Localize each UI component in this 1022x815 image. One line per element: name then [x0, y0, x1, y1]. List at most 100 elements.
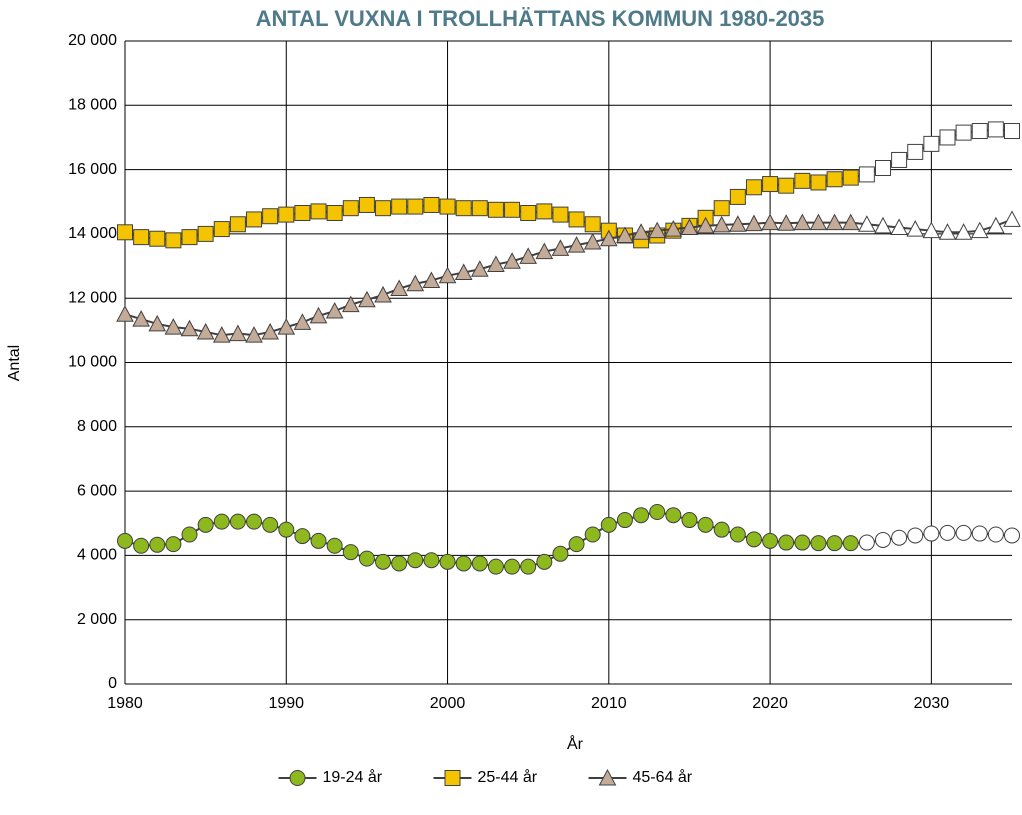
marker — [987, 216, 1005, 234]
marker — [520, 558, 537, 575]
marker — [777, 214, 796, 231]
marker — [229, 216, 246, 233]
y-axis-label: Antal — [6, 345, 23, 381]
marker — [455, 200, 472, 217]
marker — [180, 319, 199, 337]
marker — [616, 512, 633, 529]
marker — [826, 535, 843, 552]
marker — [520, 205, 537, 222]
marker — [955, 524, 972, 541]
marker — [341, 295, 360, 313]
marker — [858, 166, 875, 183]
marker — [310, 203, 327, 220]
marker — [278, 521, 295, 538]
marker — [293, 313, 312, 330]
marker — [810, 535, 827, 552]
marker — [439, 198, 456, 215]
marker — [181, 229, 198, 246]
marker — [390, 279, 408, 297]
marker — [810, 174, 827, 191]
marker — [778, 534, 795, 551]
marker — [568, 211, 585, 228]
x-tick-label: 2020 — [752, 695, 788, 712]
y-tick-label: 0 — [108, 675, 117, 692]
marker — [277, 318, 296, 335]
marker — [584, 526, 601, 543]
marker — [583, 232, 602, 250]
marker — [809, 213, 828, 231]
marker — [229, 324, 247, 342]
marker — [971, 123, 988, 140]
marker — [922, 221, 941, 239]
marker — [584, 216, 601, 233]
legend-label: 19-24 år — [323, 768, 383, 786]
marker — [632, 223, 650, 240]
marker — [955, 124, 972, 141]
y-tick-label: 16 000 — [68, 161, 117, 178]
marker — [358, 290, 376, 308]
marker — [181, 526, 198, 543]
marker — [294, 528, 311, 545]
marker — [939, 129, 956, 146]
marker — [148, 314, 167, 332]
marker — [423, 196, 440, 213]
marker — [519, 247, 538, 264]
marker — [1003, 210, 1021, 227]
marker — [907, 143, 924, 160]
marker — [987, 121, 1004, 138]
marker — [745, 531, 762, 548]
marker — [891, 151, 908, 168]
marker — [212, 326, 231, 343]
marker — [149, 536, 166, 553]
x-tick-label: 2000 — [430, 695, 466, 712]
marker — [213, 221, 230, 238]
marker — [923, 135, 940, 152]
marker — [262, 516, 279, 533]
marker — [713, 200, 730, 217]
marker — [325, 301, 344, 319]
marker — [729, 215, 747, 232]
marker — [116, 305, 134, 322]
marker — [600, 516, 617, 533]
marker — [165, 536, 182, 553]
marker — [262, 208, 279, 225]
marker — [165, 232, 182, 249]
marker — [487, 255, 505, 272]
marker — [938, 223, 957, 240]
marker — [551, 239, 570, 256]
marker — [552, 545, 569, 562]
legend-marker — [444, 770, 461, 786]
marker — [326, 205, 343, 222]
marker — [261, 322, 279, 340]
marker — [133, 229, 150, 246]
marker — [552, 206, 569, 223]
x-tick-label: 1980 — [107, 695, 143, 712]
legend-marker — [289, 770, 306, 786]
marker — [133, 537, 150, 554]
marker — [891, 529, 908, 546]
legend-label: 25-44 år — [478, 768, 538, 786]
marker — [778, 177, 795, 194]
marker — [858, 534, 875, 551]
marker — [455, 555, 472, 572]
y-tick-label: 4 000 — [77, 547, 117, 564]
marker — [874, 216, 892, 234]
marker — [504, 201, 521, 218]
marker — [664, 220, 683, 237]
marker — [391, 555, 408, 572]
marker — [745, 179, 762, 196]
marker — [117, 224, 133, 241]
marker — [842, 535, 859, 552]
marker — [794, 534, 811, 551]
marker — [406, 274, 425, 292]
marker — [567, 236, 586, 253]
marker — [422, 271, 441, 289]
marker — [648, 221, 667, 239]
marker — [503, 252, 521, 269]
marker — [841, 213, 860, 231]
marker — [971, 525, 988, 542]
y-tick-label: 2 000 — [77, 611, 117, 628]
marker — [375, 200, 392, 217]
marker — [633, 507, 650, 524]
